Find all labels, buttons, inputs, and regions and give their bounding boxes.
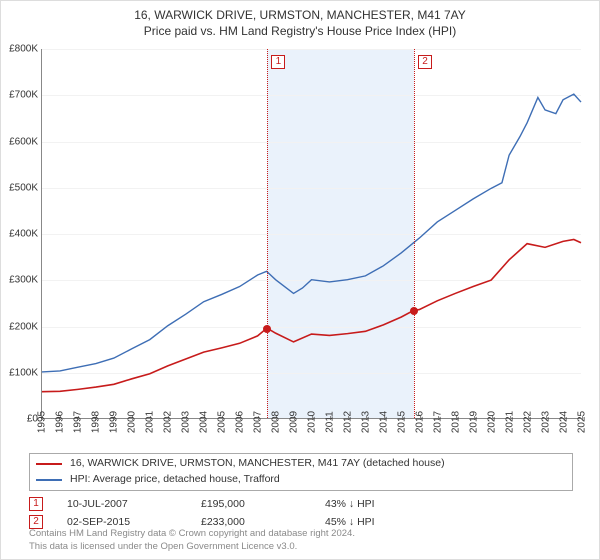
xtick-label: 2007 <box>253 411 264 433</box>
title-line2: Price paid vs. HM Land Registry's House … <box>1 23 599 39</box>
xtick-label: 2003 <box>181 411 192 433</box>
xtick-label: 2018 <box>451 411 462 433</box>
xtick-label: 2025 <box>577 411 588 433</box>
legend-label: HPI: Average price, detached house, Traf… <box>70 472 280 488</box>
sale-pct-vs-hpi: 43% ↓ HPI <box>325 498 375 510</box>
xtick-label: 2021 <box>505 411 516 433</box>
sale-marker-box: 2 <box>29 515 43 529</box>
ytick-label: £100K <box>9 367 38 378</box>
xtick-label: 2023 <box>541 411 552 433</box>
legend-item: HPI: Average price, detached house, Traf… <box>36 472 566 488</box>
xtick-label: 1997 <box>73 411 84 433</box>
xtick-label: 2016 <box>415 411 426 433</box>
sale-row: 1 10-JUL-2007 £195,000 43% ↓ HPI <box>29 495 573 513</box>
sales-table: 1 10-JUL-2007 £195,000 43% ↓ HPI 2 02-SEP-201… <box>29 495 573 531</box>
xtick-label: 2020 <box>487 411 498 433</box>
chart-lines-svg <box>42 49 581 418</box>
footer-line1: Contains HM Land Registry data © Crown c… <box>29 528 355 540</box>
footer-line2: This data is licensed under the Open Gov… <box>29 541 355 553</box>
sale-vline <box>414 49 415 418</box>
xtick-label: 2009 <box>289 411 300 433</box>
series-hpi <box>42 94 581 372</box>
line-chart: £0£100K£200K£300K£400K£500K£600K£700K£80… <box>41 49 581 419</box>
xtick-label: 2012 <box>343 411 354 433</box>
xtick-label: 2017 <box>433 411 444 433</box>
legend: 16, WARWICK DRIVE, URMSTON, MANCHESTER, … <box>29 453 573 491</box>
sale-vline <box>267 49 268 418</box>
ytick-label: £500K <box>9 182 38 193</box>
xtick-label: 2008 <box>271 411 282 433</box>
xtick-label: 1998 <box>91 411 102 433</box>
sale-marker-box: 1 <box>271 55 285 69</box>
legend-swatch <box>36 479 62 481</box>
xtick-label: 2013 <box>361 411 372 433</box>
legend-label: 16, WARWICK DRIVE, URMSTON, MANCHESTER, … <box>70 456 445 472</box>
sale-date: 02-SEP-2015 <box>67 516 177 528</box>
xtick-label: 1996 <box>55 411 66 433</box>
xtick-label: 2022 <box>523 411 534 433</box>
xtick-label: 2000 <box>127 411 138 433</box>
ytick-label: £200K <box>9 321 38 332</box>
legend-swatch <box>36 463 62 465</box>
xtick-label: 2005 <box>217 411 228 433</box>
sale-price: £195,000 <box>201 498 301 510</box>
title-line1: 16, WARWICK DRIVE, URMSTON, MANCHESTER, … <box>1 7 599 23</box>
xtick-label: 1999 <box>109 411 120 433</box>
legend-item: 16, WARWICK DRIVE, URMSTON, MANCHESTER, … <box>36 456 566 472</box>
sale-date: 10-JUL-2007 <box>67 498 177 510</box>
ytick-label: £600K <box>9 136 38 147</box>
xtick-label: 2006 <box>235 411 246 433</box>
xtick-label: 2019 <box>469 411 480 433</box>
footer-attribution: Contains HM Land Registry data © Crown c… <box>29 528 355 553</box>
sale-marker-box: 2 <box>418 55 432 69</box>
xtick-label: 1995 <box>37 411 48 433</box>
xtick-label: 2001 <box>145 411 156 433</box>
sale-price: £233,000 <box>201 516 301 528</box>
sale-pct-vs-hpi: 45% ↓ HPI <box>325 516 375 528</box>
xtick-label: 2002 <box>163 411 174 433</box>
ytick-label: £300K <box>9 275 38 286</box>
sale-marker-box: 1 <box>29 497 43 511</box>
xtick-label: 2004 <box>199 411 210 433</box>
sale-data-dot <box>263 325 271 333</box>
xtick-label: 2011 <box>325 411 336 433</box>
ytick-label: £800K <box>9 44 38 55</box>
xtick-label: 2015 <box>397 411 408 433</box>
series-price_paid <box>42 239 581 391</box>
xtick-label: 2010 <box>307 411 318 433</box>
xtick-label: 2024 <box>559 411 570 433</box>
chart-title: 16, WARWICK DRIVE, URMSTON, MANCHESTER, … <box>1 1 599 39</box>
xtick-label: 2014 <box>379 411 390 433</box>
sale-data-dot <box>410 307 418 315</box>
ytick-label: £400K <box>9 229 38 240</box>
ytick-label: £700K <box>9 90 38 101</box>
